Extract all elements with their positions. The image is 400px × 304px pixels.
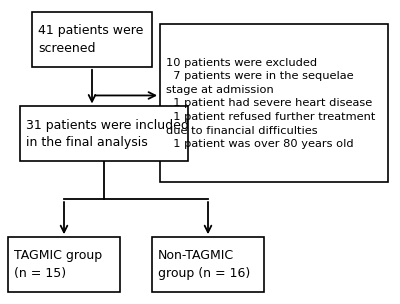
Text: 41 patients were
screened: 41 patients were screened <box>38 24 143 55</box>
Text: Non-TAGMIC
group (n = 16): Non-TAGMIC group (n = 16) <box>158 249 250 280</box>
FancyBboxPatch shape <box>20 106 188 161</box>
Text: 31 patients were included
in the final analysis: 31 patients were included in the final a… <box>26 119 189 149</box>
FancyBboxPatch shape <box>160 24 388 182</box>
FancyBboxPatch shape <box>152 237 264 292</box>
Text: 10 patients were excluded
  7 patients were in the sequelae
stage at admission
 : 10 patients were excluded 7 patients wer… <box>166 57 375 149</box>
Text: TAGMIC group
(n = 15): TAGMIC group (n = 15) <box>14 249 102 280</box>
FancyBboxPatch shape <box>8 237 120 292</box>
FancyBboxPatch shape <box>32 12 152 67</box>
